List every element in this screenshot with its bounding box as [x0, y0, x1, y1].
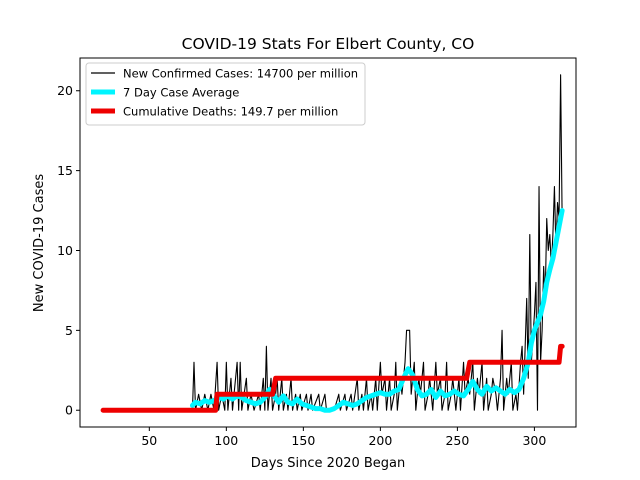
legend-box [85, 62, 366, 126]
cumulative-deaths-line [100, 343, 565, 413]
y-tick-label: 20 [57, 83, 73, 98]
axes-frame [79, 57, 577, 428]
legend: New Confirmed Cases: 14700 per million 7… [85, 62, 366, 126]
x-tick-label: 100 [214, 433, 238, 448]
x-axis: 50 100 150 200 250 300 [141, 427, 546, 448]
x-tick-label: 200 [368, 433, 392, 448]
x-tick-label: 150 [291, 433, 315, 448]
y-axis-label: New COVID-19 Cases [32, 174, 47, 312]
plot-area [100, 74, 565, 413]
y-tick-label: 0 [65, 403, 73, 418]
x-axis-label: Days Since 2020 Began [251, 456, 406, 471]
x-tick-label: 50 [141, 433, 157, 448]
x-tick-label: 300 [522, 433, 546, 448]
chart-title: COVID-19 Stats For Elbert County, CO [182, 35, 475, 53]
seven-day-average-line [189, 208, 565, 413]
legend-label-7-day-average: 7 Day Case Average [123, 86, 239, 100]
legend-label-new-cases: New Confirmed Cases: 14700 per million [123, 67, 358, 81]
x-tick-label: 250 [445, 433, 469, 448]
y-tick-label: 15 [57, 163, 73, 178]
legend-label-cumulative-deaths: Cumulative Deaths: 149.7 per million [123, 105, 338, 119]
y-axis: 0 5 10 15 20 [57, 83, 80, 418]
y-tick-label: 5 [65, 323, 73, 338]
y-tick-label: 10 [57, 243, 73, 258]
